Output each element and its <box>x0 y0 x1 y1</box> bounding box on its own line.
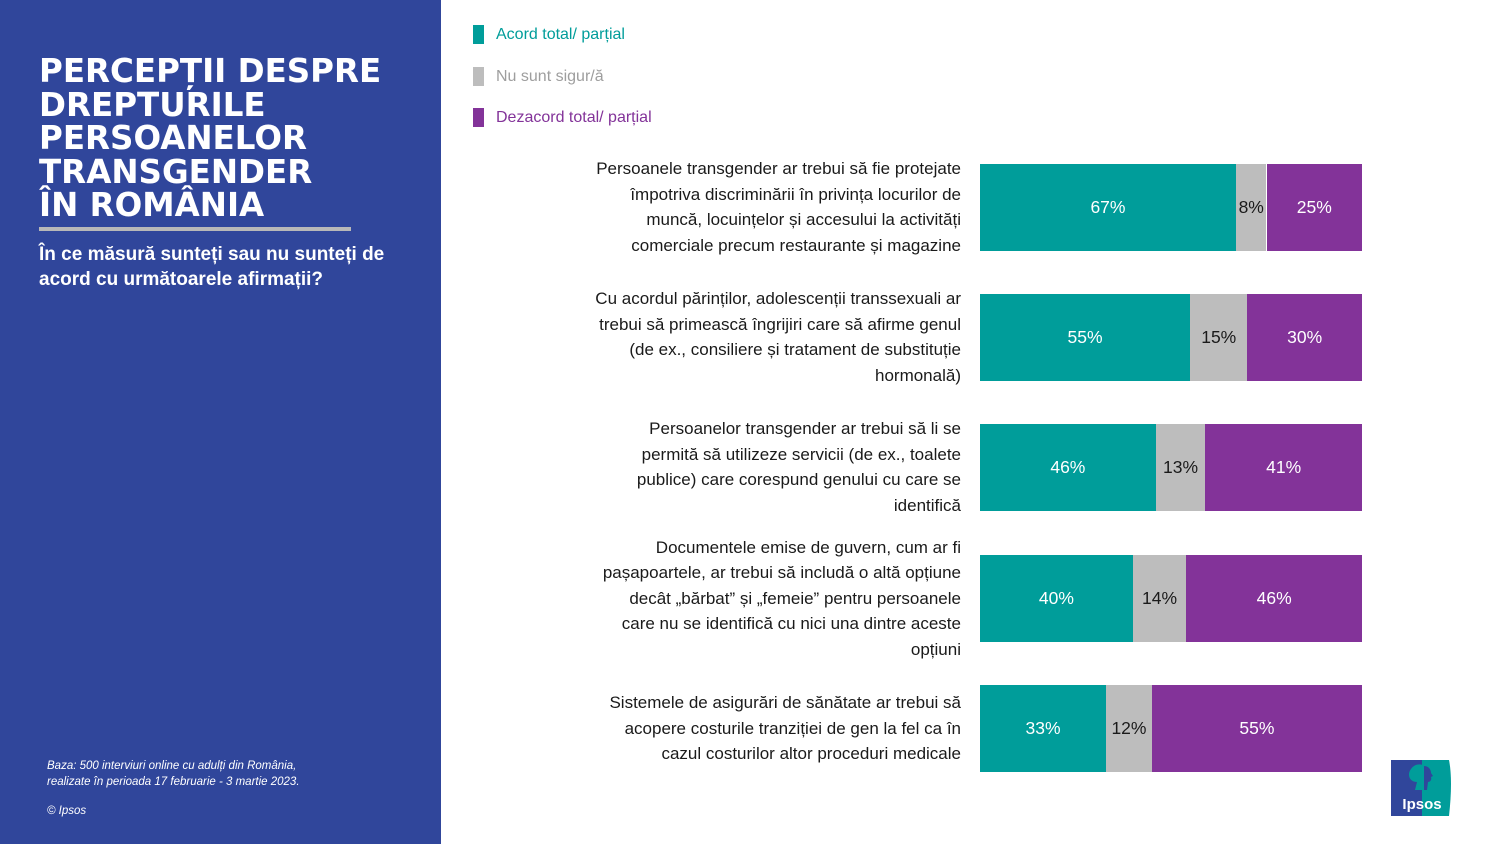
row-label-line: pașapoartele, ar trebui să includă o alt… <box>602 563 961 583</box>
data-label: 55% <box>1067 327 1103 347</box>
data-label: 67% <box>1090 197 1126 217</box>
bar-segment: 33% <box>980 685 1107 772</box>
bar-segment: 40% <box>980 555 1133 642</box>
row-label-line: hormonală) <box>875 366 961 386</box>
copyright: © Ipsos <box>47 805 87 817</box>
row-label-line: Persoanelor transgender ar trebui să li … <box>649 419 961 439</box>
bar-segment: 14% <box>1132 555 1187 642</box>
row-label: Documentele emise de guvern, cum ar fi pa… <box>541 535 961 663</box>
question-subtitle: În ce măsură sunteți sau nu sunteți de a… <box>39 244 385 290</box>
bar-segment: 46% <box>1186 555 1362 642</box>
page-title: PERCEPȚII DESPRE DREPTURILE PERSOANELOR … <box>39 52 419 224</box>
row-label-line: (de ex., consiliere și tratament de subs… <box>629 340 961 360</box>
left-panel: PERCEPȚII DESPRE DREPTURILE PERSOANELOR … <box>0 0 441 844</box>
legend-label: Nu sunt sigur/ă <box>496 68 604 85</box>
stacked-bar: 55% 15% 30% <box>980 294 1362 381</box>
row-label-line: muncă, locuințelor și accesului la activ… <box>646 210 961 230</box>
bar-segment: 15% <box>1190 294 1248 381</box>
title-line: ÎN ROMÂNIA <box>39 186 265 224</box>
title-divider <box>39 227 351 231</box>
title-line: TRANSGENDER <box>39 152 313 191</box>
row-label-line: identifică <box>893 496 961 516</box>
legend-label: Dezacord total/ parțial <box>496 109 652 126</box>
bar-segment: 41% <box>1205 424 1362 511</box>
data-label: 46% <box>1256 588 1292 608</box>
data-label: 40% <box>1038 588 1074 608</box>
row-label-line: trebui să primească îngrijiri care să af… <box>599 314 961 334</box>
row-label-line: opțiuni <box>910 639 961 659</box>
data-label: 33% <box>1025 718 1061 738</box>
bar-segment: 67% <box>980 164 1236 251</box>
title-line: DREPTURILE <box>39 85 266 124</box>
base-footnote: Baza: 500 interviuri online cu adulți di… <box>47 758 377 790</box>
bar-segment: 8% <box>1235 164 1267 251</box>
data-label: 41% <box>1266 457 1302 477</box>
title-line: PERSOANELOR <box>39 119 307 157</box>
data-label: 46% <box>1050 457 1086 477</box>
stacked-bar: 33% 12% 55% <box>980 685 1362 772</box>
stacked-bar: 40% 14% 46% <box>980 555 1362 642</box>
row-label-line: decât „bărbat” și „femeie” pentru persoa… <box>629 588 961 608</box>
stacked-bar: 67% 8% 25% <box>980 164 1362 251</box>
data-label: 12% <box>1111 718 1147 738</box>
bar-segment: 12% <box>1106 685 1152 772</box>
row-label-line: Persoanele transgender ar trebui să fie … <box>596 159 961 179</box>
data-label: 30% <box>1287 327 1323 347</box>
logo-text: Ipsos <box>1402 796 1441 813</box>
row-label-line: care nu se identifică cu nici una dintre… <box>621 614 961 634</box>
row-label: Persoanelor transgender ar trebui să li … <box>541 416 961 518</box>
data-label: 8% <box>1238 197 1264 217</box>
row-label-line: permită să utilizeze servicii (de ex., t… <box>641 444 961 464</box>
legend-swatch <box>473 108 484 127</box>
bar-segment: 30% <box>1247 294 1362 381</box>
bar-segment: 25% <box>1266 164 1362 251</box>
data-label: 55% <box>1239 718 1275 738</box>
legend-swatch <box>473 25 484 44</box>
footnote-line: realizate în perioada 17 februarie - 3 m… <box>47 776 300 788</box>
tree-head-icon <box>1409 764 1424 790</box>
row-label-line: comerciale precum restaurante și magazin… <box>631 236 961 256</box>
bar-segment: 46% <box>980 424 1156 511</box>
row-label-line: publice) care corespund genului cu care … <box>636 470 961 490</box>
legend-swatch <box>473 67 484 86</box>
footnote-line: Baza: 500 interviuri online cu adulți di… <box>47 760 297 772</box>
bar-segment: 13% <box>1155 424 1206 511</box>
row-label-line: Sistemele de asigurări de sănătate ar tr… <box>609 693 961 713</box>
stacked-bar: 46% 13% 41% <box>980 424 1362 511</box>
row-label-line: Cu acordul părinților, adolescenții tran… <box>595 289 961 309</box>
row-label-line: cazul costurilor altor proceduri medical… <box>661 744 961 764</box>
row-label: Sistemele de asigurări de sănătate ar tr… <box>541 690 961 767</box>
row-label-line: împotriva discriminării în privința locu… <box>630 184 961 204</box>
data-label: 25% <box>1296 197 1332 217</box>
data-label: 14% <box>1142 588 1178 608</box>
title-line: PERCEPȚII DESPRE <box>39 52 382 90</box>
row-label-line: Documentele emise de guvern, cum ar fi <box>655 537 961 557</box>
data-label: 13% <box>1163 457 1199 477</box>
row-label-line: acopere costurile tranziției de gen la f… <box>624 718 961 738</box>
data-label: 15% <box>1201 327 1237 347</box>
bar-segment: 55% <box>980 294 1191 381</box>
bar-segment: 55% <box>1151 685 1362 772</box>
row-label: Persoanele transgender ar trebui să fie … <box>541 156 961 258</box>
legend-label: Acord total/ parțial <box>496 26 625 43</box>
row-label: Cu acordul părinților, adolescenții tran… <box>541 286 961 388</box>
ipsos-logo: Ipsos <box>1391 760 1451 816</box>
